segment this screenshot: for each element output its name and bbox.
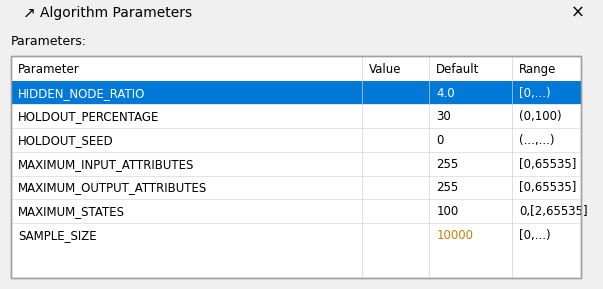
Text: Parameters:: Parameters: (11, 35, 87, 47)
Text: MAXIMUM_INPUT_ATTRIBUTES: MAXIMUM_INPUT_ATTRIBUTES (17, 158, 194, 171)
Text: [0,65535]: [0,65535] (519, 181, 576, 194)
Text: (...,...): (...,...) (519, 134, 555, 147)
Bar (11, 56, 581, 278)
Text: Algorithm Parameters: Algorithm Parameters (40, 6, 192, 20)
Text: Range: Range (519, 63, 557, 76)
Text: HOLDOUT_SEED: HOLDOUT_SEED (17, 134, 113, 147)
Text: [0,65535]: [0,65535] (519, 158, 576, 171)
Text: HIDDEN_NODE_RATIO: HIDDEN_NODE_RATIO (17, 87, 145, 99)
Text: [0,...): [0,...) (519, 229, 551, 242)
Text: 0,[2,65535]: 0,[2,65535] (519, 205, 588, 218)
Text: 100: 100 (436, 205, 458, 218)
Text: 255: 255 (436, 181, 458, 194)
Text: 10000: 10000 (436, 229, 473, 242)
Text: MAXIMUM_OUTPUT_ATTRIBUTES: MAXIMUM_OUTPUT_ATTRIBUTES (17, 181, 207, 194)
Text: 255: 255 (436, 158, 458, 171)
Text: MAXIMUM_STATES: MAXIMUM_STATES (17, 205, 125, 218)
Text: 30: 30 (436, 110, 451, 123)
Text: SAMPLE_SIZE: SAMPLE_SIZE (17, 229, 96, 242)
Text: 4.0: 4.0 (436, 87, 455, 99)
Text: ↗: ↗ (22, 5, 35, 21)
Bar (11, 81, 581, 104)
Text: Default: Default (436, 63, 479, 76)
Text: Parameter: Parameter (17, 63, 80, 76)
Text: ×: × (570, 4, 584, 22)
Text: (0,100): (0,100) (519, 110, 561, 123)
Bar (11, 56, 581, 278)
Text: [0,...): [0,...) (519, 87, 551, 99)
Text: 0: 0 (436, 134, 444, 147)
Text: HOLDOUT_PERCENTAGE: HOLDOUT_PERCENTAGE (17, 110, 159, 123)
Text: Value: Value (368, 63, 401, 76)
